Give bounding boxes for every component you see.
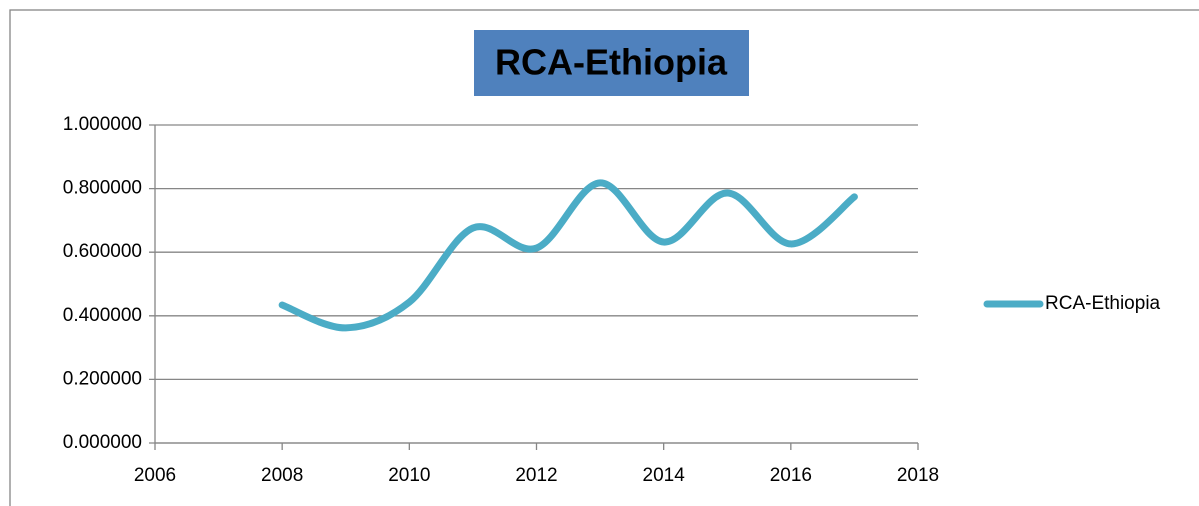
title-box (474, 30, 749, 96)
y-tick-label: 1.000000 (63, 114, 142, 135)
chart-title: RCA-Ethiopia (495, 42, 728, 83)
y-tick-label: 0.600000 (63, 241, 142, 262)
y-tick-label: 0.400000 (63, 305, 142, 326)
x-tick-label: 2016 (770, 465, 812, 486)
x-tick-label: 2012 (515, 465, 557, 486)
line (278, 179, 858, 332)
x-tick-label: 2010 (388, 465, 430, 486)
x-tick-label: 2008 (261, 465, 303, 486)
x-tick-label: 2018 (897, 465, 939, 486)
x-tick-label: 2006 (134, 465, 176, 486)
y-tick-label: 0.000000 (63, 432, 142, 453)
y-tick-label: 0.800000 (63, 178, 142, 199)
x-tick-label: 2014 (643, 465, 686, 486)
y-tick-label: 0.200000 (63, 368, 142, 389)
legend-label: RCA-Ethiopia (1045, 293, 1161, 314)
